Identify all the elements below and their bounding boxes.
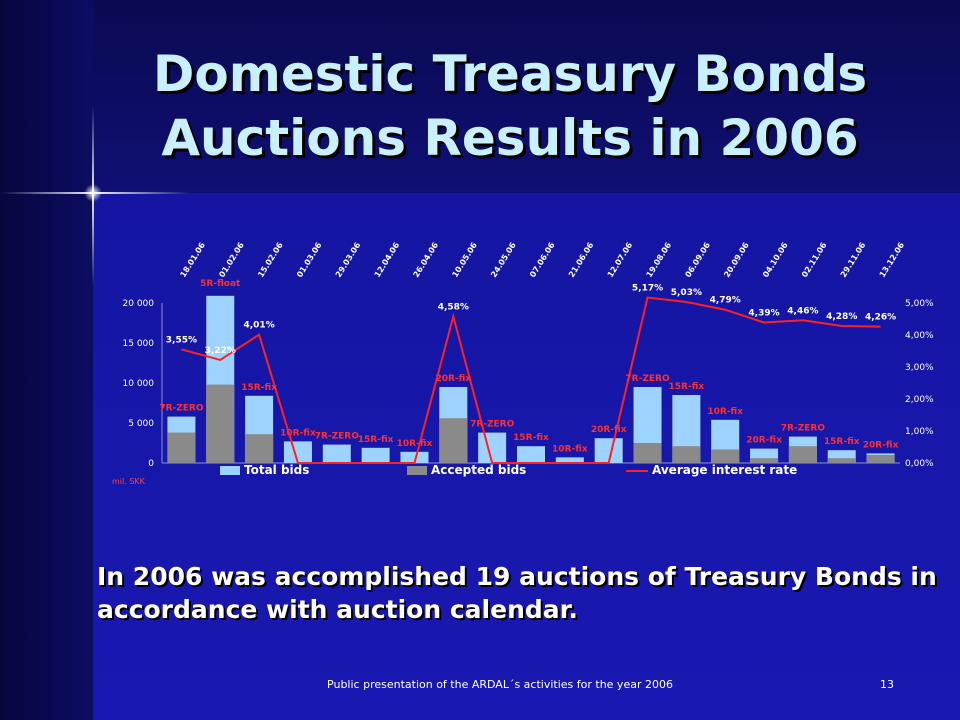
y-left-tick-label: 0 (148, 459, 154, 469)
auction-results-chart: 0 5 000 10 000 15 000 20 000 0,00% 1,00% 2,00% 3… (112, 240, 934, 486)
background-title-band (93, 0, 960, 193)
auction-date-label: 29.11.06 (839, 240, 868, 279)
interest-rate-line (181, 296, 881, 464)
total-bid-bar (361, 447, 390, 463)
y-right-tick-label: 3,00% (905, 363, 934, 373)
bond-type-label: 15R-fix (669, 382, 705, 392)
legend-total-bids-label: Total bids (244, 463, 309, 477)
bond-type-label: 15R-fix (824, 437, 860, 447)
slide-body-text: In 2006 was accomplished 19 auctions of … (97, 562, 937, 624)
legend-interest-rate-label: Average interest rate (652, 463, 797, 477)
auction-date-label: 18.01.06 (178, 240, 207, 279)
y-left-tick-label: 20 000 (123, 299, 155, 309)
auction-date-label: 19.08.06 (645, 240, 674, 279)
accepted-bid-bar (167, 432, 196, 463)
bond-type-label: 20R-fix (591, 425, 627, 435)
bond-type-label: 10R-fix (397, 439, 433, 449)
total-bid-bar (517, 446, 545, 463)
accepted-bid-bar (711, 449, 740, 463)
bond-type-label: 20R-fix (746, 436, 782, 446)
bond-type-label: 7R-ZERO (159, 404, 204, 414)
auction-date-label: 07.06.06 (528, 240, 557, 279)
interest-rate-label: 4,26% (865, 313, 896, 323)
y-right-tick-label: 5,00% (905, 299, 934, 309)
legend-accepted-bids-label: Accepted bids (431, 463, 526, 477)
legend-accepted-bids-swatch (407, 466, 427, 475)
auction-date-label: 12.07.06 (606, 240, 635, 279)
interest-rate-label: 3,55% (166, 335, 197, 345)
bond-type-label: 15R-fix (241, 383, 277, 393)
interest-rate-label: 4,79% (710, 296, 741, 306)
accepted-bid-bar (750, 458, 779, 463)
slide-title: Domestic Treasury Bonds Auctions Results… (152, 45, 868, 167)
sparkle-center-decoration (84, 184, 102, 202)
y-right-tick-label: 2,00% (905, 395, 934, 405)
auction-date-label: 01.03.06 (295, 240, 324, 279)
total-bid-bar (400, 451, 429, 463)
interest-rate-label: 4,01% (243, 321, 274, 331)
interest-rate-label: 5,17% (632, 284, 663, 294)
accepted-bid-bar (206, 384, 235, 463)
interest-rate-label: 4,28% (826, 312, 857, 322)
bond-type-label: 15R-fix (513, 433, 549, 443)
interest-rate-label: 3,22% (205, 346, 236, 356)
total-bid-bar (555, 457, 584, 463)
interest-rate-label: 4,58% (438, 302, 469, 312)
auction-date-label: 26.04.06 (412, 240, 441, 279)
auction-date-label: 29.03.06 (334, 240, 363, 279)
bond-type-label: 5R-float (200, 279, 241, 289)
bond-type-label: 7R-ZERO (470, 420, 515, 430)
auction-date-label: 10.05.06 (450, 240, 479, 279)
unit-label: mil. SKK (112, 477, 146, 486)
auction-date-label: 01.02.06 (217, 240, 246, 279)
legend-total-bids-swatch (220, 466, 240, 475)
interest-rate-label: 4,46% (787, 306, 818, 316)
accepted-bid-bar (245, 434, 274, 463)
auction-date-label: 06.09.06 (683, 240, 712, 279)
slide-footer: Public presentation of the ARDAL´s activ… (327, 678, 673, 691)
auction-date-label: 12.04.06 (373, 240, 402, 279)
background-left-band (0, 0, 93, 720)
auction-date-label: 13.12.06 (878, 240, 907, 279)
bond-type-label: 7R-ZERO (781, 424, 826, 434)
bond-type-label: 20R-fix (435, 374, 471, 384)
bond-type-label: 20R-fix (863, 440, 899, 450)
y-right-tick-label: 0,00% (905, 459, 934, 469)
y-left-tick-label: 10 000 (123, 379, 155, 389)
accepted-bid-bar (827, 458, 856, 463)
auction-date-label: 20.09.06 (722, 240, 751, 279)
total-bid-bar (283, 441, 312, 463)
auction-date-label: 02.11.06 (800, 240, 829, 279)
accepted-bid-bar (633, 443, 662, 463)
auction-date-label: 15.02.06 (256, 240, 285, 279)
interest-rate-label: 4,39% (748, 309, 779, 319)
auction-date-label: 21.06.06 (567, 240, 596, 279)
interest-rate-label: 5,03% (671, 288, 702, 298)
accepted-bid-bar (439, 418, 468, 463)
bond-type-label: 10R-fix (707, 407, 743, 417)
auction-date-label: 04.10.06 (761, 240, 790, 279)
accepted-bid-bar (866, 455, 895, 463)
accepted-bid-bar (672, 446, 701, 463)
bond-type-label: 10R-fix (280, 428, 316, 438)
total-bid-bar (322, 444, 351, 463)
y-right-tick-label: 1,00% (905, 427, 934, 437)
accepted-bid-bar (788, 446, 817, 463)
auction-date-label: 24.05.06 (489, 240, 518, 279)
y-left-tick-label: 5 000 (128, 419, 154, 429)
page-number: 13 (880, 678, 894, 691)
bond-type-label: 7R-ZERO (315, 432, 360, 442)
y-right-tick-label: 4,00% (905, 331, 934, 341)
bond-type-label: 7R-ZERO (625, 374, 670, 384)
bond-type-label: 15R-fix (358, 435, 394, 445)
y-left-tick-label: 15 000 (123, 339, 155, 349)
bond-type-label: 10R-fix (552, 444, 588, 454)
total-bid-bar (478, 432, 507, 463)
